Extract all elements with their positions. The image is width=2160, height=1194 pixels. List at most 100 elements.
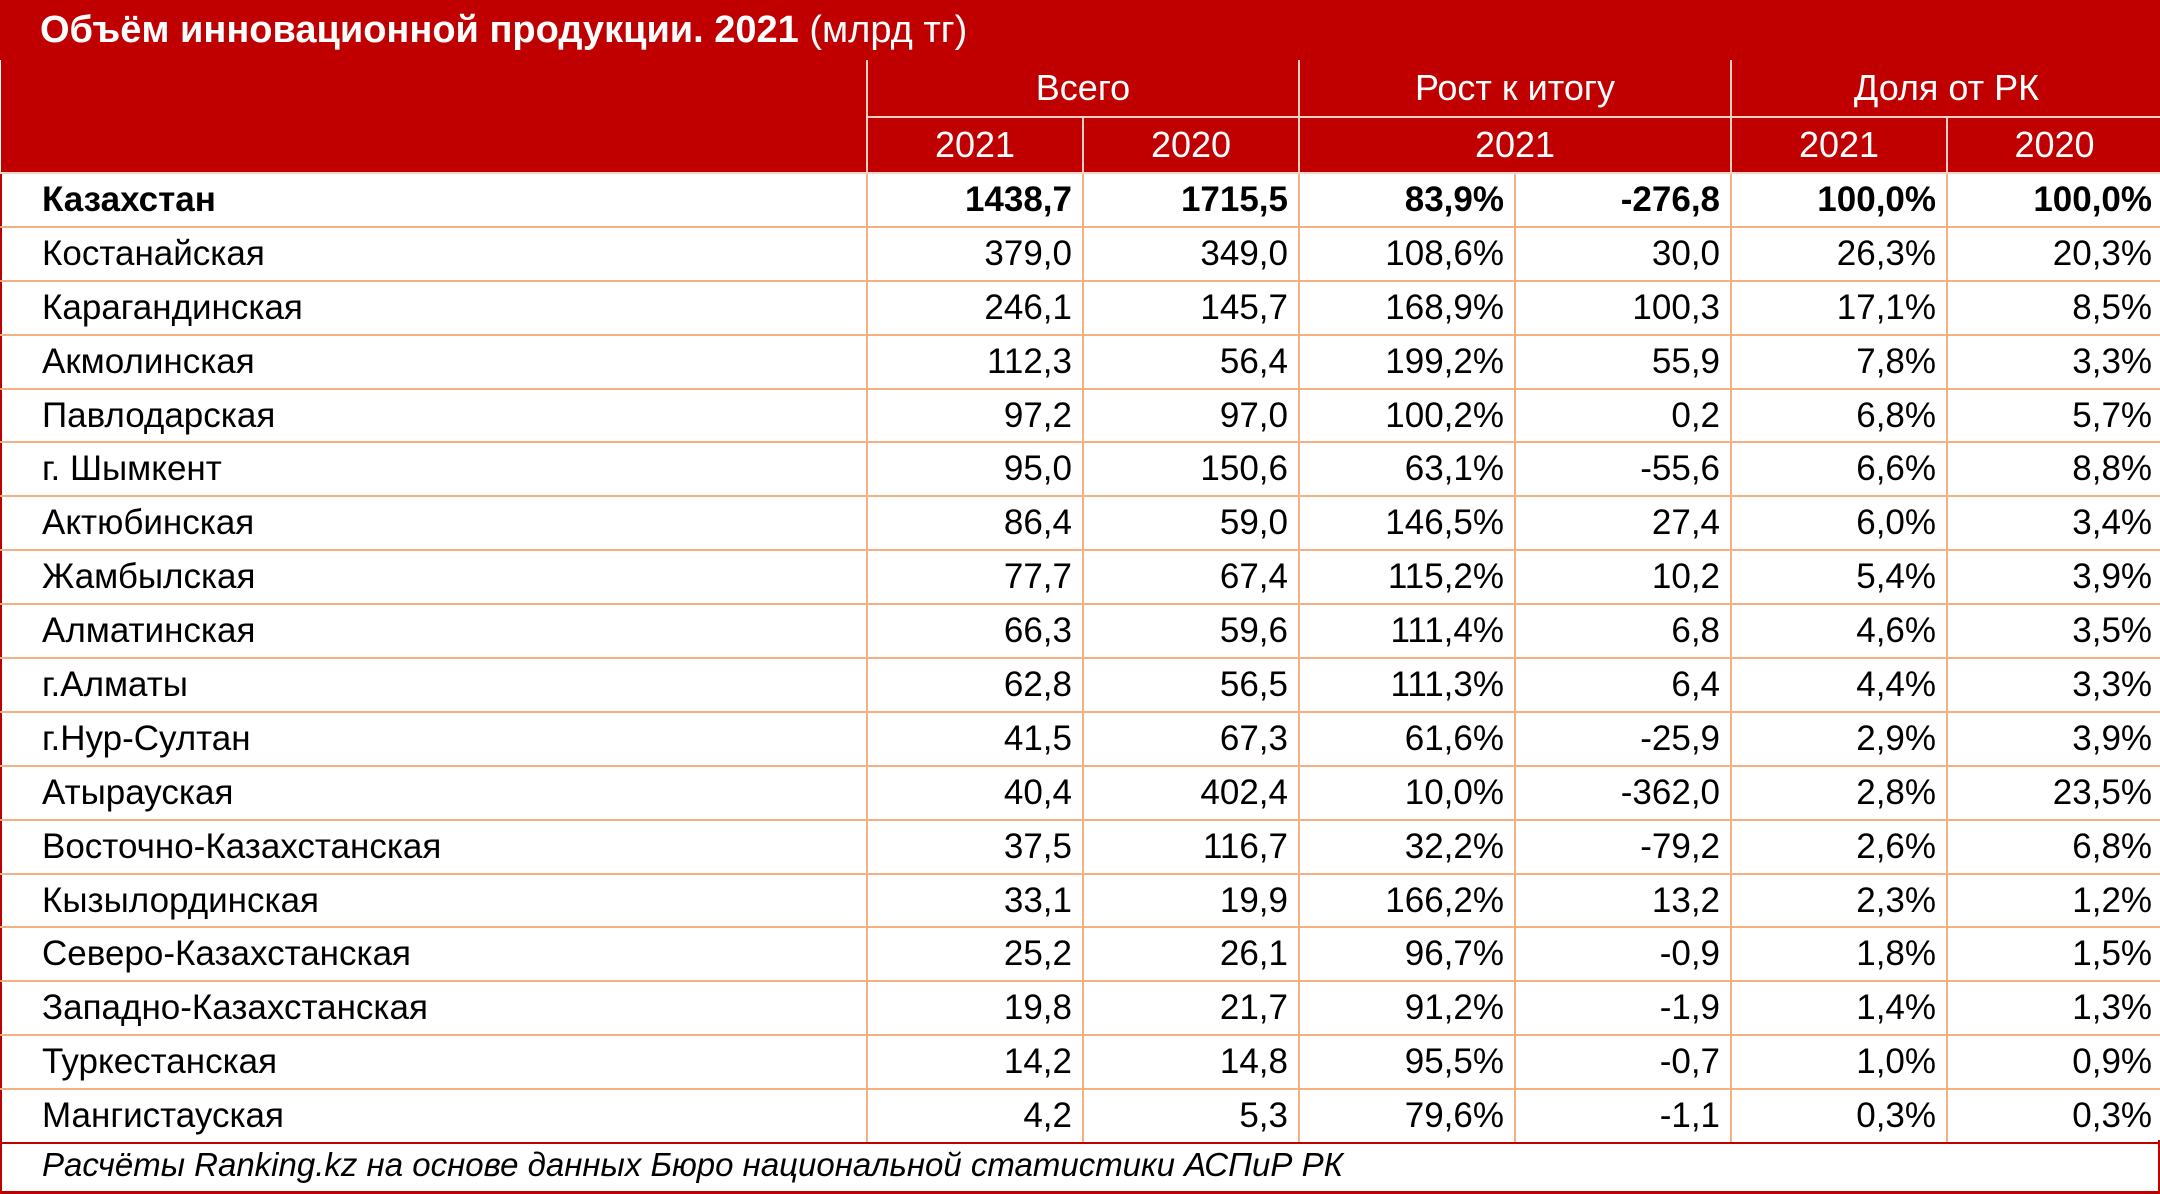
table-row: Туркестанская 14,2 14,8 95,5% -0,7 1,0% 0,9% bbox=[0, 1035, 2160, 1091]
value-2021-cell: 95,0 bbox=[866, 442, 1083, 498]
growth-percent-cell: 199,2% bbox=[1298, 334, 1515, 390]
share-2021-cell: 2,3% bbox=[1730, 873, 1948, 929]
growth-delta-cell: -55,6 bbox=[1513, 442, 1732, 498]
growth-delta-cell: 100,3 bbox=[1513, 280, 1732, 336]
growth-percent-cell: 83,9% bbox=[1298, 173, 1515, 228]
growth-delta-cell: 6,8 bbox=[1513, 604, 1732, 660]
share-2020-cell: 3,9% bbox=[1946, 711, 2160, 767]
header-year: 2021 bbox=[1297, 117, 1732, 174]
growth-percent-cell: 96,7% bbox=[1298, 927, 1515, 983]
header-year: 2020 bbox=[1946, 117, 2160, 174]
table-row: Мангистауская 4,2 5,3 79,6% -1,1 0,3% 0,3% bbox=[0, 1089, 2160, 1145]
value-2020-cell: 150,6 bbox=[1082, 442, 1299, 498]
value-2020-cell: 21,7 bbox=[1082, 981, 1299, 1037]
growth-delta-cell: 10,2 bbox=[1513, 550, 1732, 606]
growth-percent-cell: 111,3% bbox=[1298, 658, 1515, 713]
value-2020-cell: 349,0 bbox=[1082, 226, 1299, 282]
value-2021-cell: 37,5 bbox=[866, 819, 1083, 875]
growth-percent-cell: 146,5% bbox=[1298, 496, 1515, 552]
value-2021-cell: 41,5 bbox=[866, 711, 1083, 767]
growth-percent-cell: 32,2% bbox=[1298, 819, 1515, 875]
value-2021-cell: 86,4 bbox=[866, 496, 1083, 552]
share-2020-cell: 1,5% bbox=[1946, 927, 2160, 983]
value-2021-cell: 14,2 bbox=[866, 1035, 1083, 1091]
region-name: Мангистауская bbox=[0, 1089, 867, 1145]
growth-delta-cell: 27,4 bbox=[1513, 496, 1732, 552]
share-2021-cell: 5,4% bbox=[1730, 550, 1948, 606]
growth-percent-cell: 100,2% bbox=[1298, 388, 1515, 444]
region-name: Алматинская bbox=[0, 604, 867, 660]
value-2021-cell: 246,1 bbox=[866, 280, 1083, 336]
growth-delta-cell: -276,8 bbox=[1513, 173, 1732, 228]
share-2021-cell: 4,6% bbox=[1730, 604, 1948, 660]
table-row: Алматинская 66,3 59,6 111,4% 6,8 4,6% 3,5% bbox=[0, 604, 2160, 660]
share-2020-cell: 3,4% bbox=[1946, 496, 2160, 552]
share-2020-cell: 1,3% bbox=[1946, 981, 2160, 1037]
header-group-total: Всего bbox=[866, 60, 1299, 118]
growth-percent-cell: 61,6% bbox=[1298, 711, 1515, 767]
table-row: Атырауская 40,4 402,4 10,0% -362,0 2,8% 23,5% bbox=[0, 765, 2160, 821]
share-2020-cell: 3,5% bbox=[1946, 604, 2160, 660]
table-row: Кызылординская 33,1 19,9 166,2% 13,2 2,3% 1,2% bbox=[0, 873, 2160, 929]
table-title-main: Объём инновационной продукции. 2021 bbox=[40, 9, 799, 51]
value-2021-cell: 66,3 bbox=[866, 604, 1083, 660]
share-2020-cell: 5,7% bbox=[1946, 388, 2160, 444]
value-2020-cell: 56,4 bbox=[1082, 334, 1299, 390]
growth-delta-cell: -79,2 bbox=[1513, 819, 1732, 875]
value-2021-cell: 33,1 bbox=[866, 873, 1083, 929]
share-2021-cell: 6,6% bbox=[1730, 442, 1948, 498]
share-2021-cell: 7,8% bbox=[1730, 334, 1948, 390]
share-2021-cell: 4,4% bbox=[1730, 658, 1948, 713]
value-2021-cell: 19,8 bbox=[866, 981, 1083, 1037]
value-2020-cell: 1715,5 bbox=[1082, 173, 1299, 228]
share-2020-cell: 0,3% bbox=[1946, 1089, 2160, 1145]
value-2020-cell: 56,5 bbox=[1082, 658, 1299, 713]
region-name: Кызылординская bbox=[0, 873, 867, 929]
table-row: Карагандинская 246,1 145,7 168,9% 100,3 17,1%… bbox=[0, 280, 2160, 336]
region-name: г.Нур-Султан bbox=[0, 711, 867, 767]
growth-delta-cell: 13,2 bbox=[1513, 873, 1732, 929]
value-2020-cell: 59,6 bbox=[1082, 604, 1299, 660]
share-2020-cell: 3,3% bbox=[1946, 334, 2160, 390]
region-name: Костанайская bbox=[0, 226, 867, 282]
growth-delta-cell: -1,9 bbox=[1513, 981, 1732, 1037]
table-row: г.Нур-Султан 41,5 67,3 61,6% -25,9 2,9% 3,9% bbox=[0, 711, 2160, 767]
table-row: Северо-Казахстанская 25,2 26,1 96,7% -0,9 1,8… bbox=[0, 927, 2160, 983]
value-2020-cell: 402,4 bbox=[1082, 765, 1299, 821]
region-name: Северо-Казахстанская bbox=[0, 927, 867, 983]
header-region bbox=[1, 60, 867, 174]
value-2020-cell: 116,7 bbox=[1082, 819, 1299, 875]
value-2021-cell: 379,0 bbox=[866, 226, 1083, 282]
data-table: Всего Рост к итогу Доля от РК 2021 2020 … bbox=[0, 60, 2160, 1145]
region-name: Восточно-Казахстанская bbox=[0, 819, 867, 875]
growth-delta-cell: 0,2 bbox=[1513, 388, 1732, 444]
value-2021-cell: 112,3 bbox=[866, 334, 1083, 390]
table-row: г.Алматы 62,8 56,5 111,3% 6,4 4,4% 3,3% bbox=[0, 658, 2160, 713]
table-row: Восточно-Казахстанская 37,5 116,7 32,2% -79,… bbox=[0, 819, 2160, 875]
value-2021-cell: 97,2 bbox=[866, 388, 1083, 444]
table-row: Жамбылская 77,7 67,4 115,2% 10,2 5,4% 3,9% bbox=[0, 550, 2160, 606]
value-2021-cell: 40,4 bbox=[866, 765, 1083, 821]
header-group-growth: Рост к итогу bbox=[1297, 60, 1732, 118]
growth-delta-cell: 55,9 bbox=[1513, 334, 1732, 390]
share-2020-cell: 8,8% bbox=[1946, 442, 2160, 498]
table-row: Костанайская 379,0 349,0 108,6% 30,0 26,3% 20,… bbox=[0, 226, 2160, 282]
growth-delta-cell: -1,1 bbox=[1513, 1089, 1732, 1145]
value-2020-cell: 145,7 bbox=[1082, 280, 1299, 336]
growth-percent-cell: 168,9% bbox=[1298, 280, 1515, 336]
growth-percent-cell: 115,2% bbox=[1298, 550, 1515, 606]
share-2020-cell: 3,3% bbox=[1946, 658, 2160, 713]
value-2020-cell: 97,0 bbox=[1082, 388, 1299, 444]
growth-delta-cell: -0,9 bbox=[1513, 927, 1732, 983]
growth-delta-cell: -362,0 bbox=[1513, 765, 1732, 821]
share-2020-cell: 3,9% bbox=[1946, 550, 2160, 606]
source-footnote: Расчёты Ranking.kz на основе данных Бюро… bbox=[0, 1140, 2160, 1194]
table-body: Казахстан 1438,7 1715,5 83,9% -276,8 100,0% 10… bbox=[0, 173, 2160, 1145]
value-2020-cell: 19,9 bbox=[1082, 873, 1299, 929]
value-2021-cell: 25,2 bbox=[866, 927, 1083, 983]
value-2020-cell: 59,0 bbox=[1082, 496, 1299, 552]
value-2020-cell: 5,3 bbox=[1082, 1089, 1299, 1145]
share-2020-cell: 20,3% bbox=[1946, 226, 2160, 282]
share-2021-cell: 17,1% bbox=[1730, 280, 1948, 336]
